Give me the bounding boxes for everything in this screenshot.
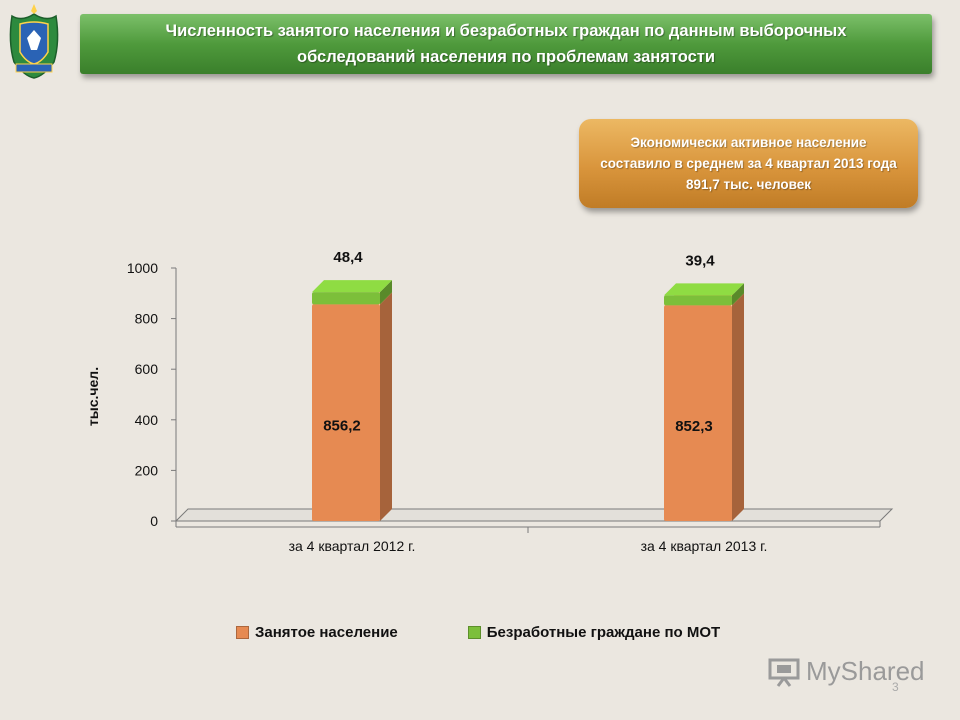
data-label: 852,3 [675,418,713,435]
y-tick-label: 1000 [127,260,158,276]
legend-item: Безработные граждане по МОТ [467,623,721,641]
stacked-bar-chart: 0 200 400 600 800 1000 тыс.чел. 856,2 48,4 за 4 … [85,249,894,554]
coat-of-arms-icon [9,4,59,79]
x-tick-label: за 4 квартал 2013 г. [641,538,768,554]
projector-screen-icon [768,658,800,687]
y-tick-label: 0 [150,513,158,529]
legend-label: Занятое население [255,623,398,641]
data-label: 48,4 [333,249,363,266]
legend-label: Безработные граждане по МОТ [486,623,721,641]
bar-employed [664,305,732,521]
y-tick-label: 600 [135,361,159,377]
y-tick-label: 400 [135,412,159,428]
legend-swatch [467,625,481,639]
bar-unemployed [312,292,380,305]
legend-swatch [236,625,249,639]
summary-callout: Экономически активное население составил… [579,119,918,208]
page-number: 3 [892,680,899,694]
watermark-text: MyShared [806,656,925,686]
bar-unemployed-top [664,283,744,296]
bar-unemployed-side [380,280,392,305]
data-label: 39,4 [685,252,715,269]
watermark: MyShared [768,656,925,687]
page-title: Численность занятого населения и безрабо… [80,14,932,74]
bar-unemployed-top [312,280,392,293]
bar-unemployed [664,295,732,306]
bar-unemployed-side [732,283,744,306]
bar-employed [312,304,380,521]
data-label: 856,2 [323,418,361,435]
bar-employed-side [380,292,392,521]
chart-floor [174,508,894,522]
x-tick-label: за 4 квартал 2012 г. [289,538,416,554]
y-tick-label: 200 [135,462,159,478]
y-tick-label: 800 [135,311,159,327]
legend-item: Занятое население [236,624,398,641]
chart-legend: Занятое население Безработные граждане по… [236,622,790,642]
y-axis-title: тыс.чел. [85,367,101,426]
bar-employed-side [732,293,744,521]
